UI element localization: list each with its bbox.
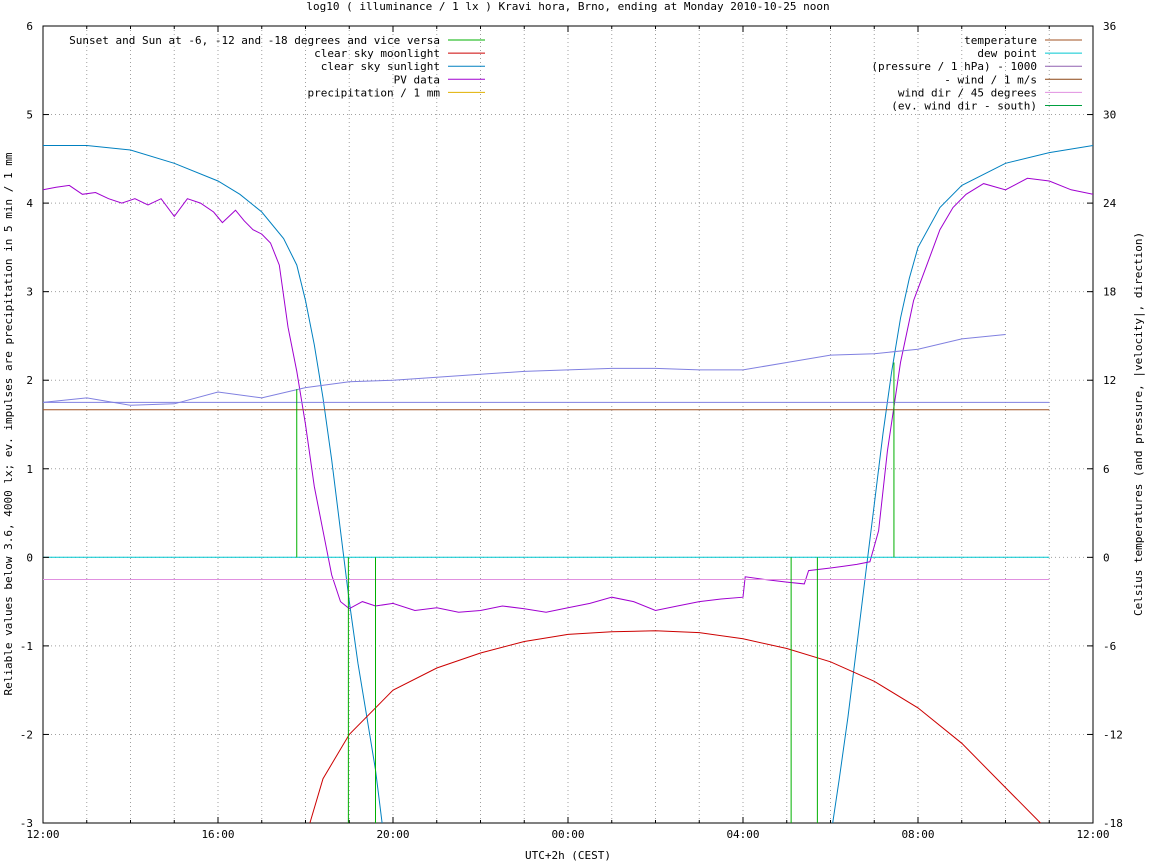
x-tick-label: 04:00 [726,828,759,841]
x-tick-label: 20:00 [376,828,409,841]
legend-left-label: Sunset and Sun at -6, -12 and -18 degree… [69,34,440,47]
y2-tick-label: 18 [1103,286,1116,299]
x-tick-label: 00:00 [551,828,584,841]
y2-tick-label: 36 [1103,20,1116,33]
chart-title: log10 ( illuminance / 1 lx ) Kravi hora,… [306,0,829,13]
y2-tick-label: 0 [1103,551,1110,564]
y-tick-label: 5 [26,109,33,122]
x-tick-label: 12:00 [1076,828,1109,841]
legend-left-label: precipitation / 1 mm [308,86,441,99]
y-tick-label: 4 [26,197,33,210]
legend-right-label: wind dir / 45 degrees [898,86,1037,99]
y2-tick-label: 30 [1103,109,1116,122]
y-tick-label: -1 [20,640,33,653]
series-lines [43,145,1093,823]
x-tick-label: 12:00 [26,828,59,841]
y-tick-label: 3 [26,286,33,299]
y2-axis-label: Celsius temperatures (and pressure, |vel… [1132,232,1145,616]
legend-left-label: clear sky sunlight [321,60,440,73]
series-line-pv-data [43,177,1093,613]
y2-tick-label: -6 [1103,640,1116,653]
series-line-pressure-1-hpa-1000 [43,334,1006,406]
y-tick-label: 6 [26,20,33,33]
series-line-clear-sky-moonlight [309,630,1041,823]
x-tick-label: 08:00 [901,828,934,841]
legend-right-label: - wind / 1 m/s [944,73,1037,86]
plot-frame [42,25,1094,824]
y2-tick-label: 24 [1103,197,1117,210]
y2-tick-label: 6 [1103,463,1110,476]
legend-right-label: (ev. wind dir - south) [891,100,1037,113]
y2-tick-label: 12 [1103,374,1116,387]
x-axis-label: UTC+2h (CEST) [525,849,611,862]
grid [43,26,1093,823]
y-axis-label: Reliable values below 3.6, 4000 lx; ev. … [2,152,15,695]
x-tick-label: 16:00 [201,828,234,841]
legend-right-label: temperature [964,34,1037,47]
series-line-clear-sky-sunlight [43,145,383,823]
series-line-clear-sky-sunlight [832,145,1093,823]
axis-ticks: 12:00 16:00 20:00 00:00 04:00 08:00 12:00-3-2-… [20,20,1123,841]
y-tick-label: 2 [26,374,33,387]
y2-tick-label: -12 [1103,728,1123,741]
y-tick-label: -2 [20,728,33,741]
legend-right-label: (pressure / 1 hPa) - 1000 [871,60,1037,73]
y-tick-label: 0 [26,551,33,564]
y-tick-label: -3 [20,817,33,830]
legend-left-label: clear sky moonlight [314,47,440,60]
y2-tick-label: -18 [1103,817,1123,830]
y-tick-label: 1 [26,463,33,476]
legend-left-label: PV data [394,73,440,86]
legend: Sunset and Sun at -6, -12 and -18 degree… [69,34,1082,113]
sun-markers [296,362,895,823]
legend-right-label: dew point [977,47,1037,60]
